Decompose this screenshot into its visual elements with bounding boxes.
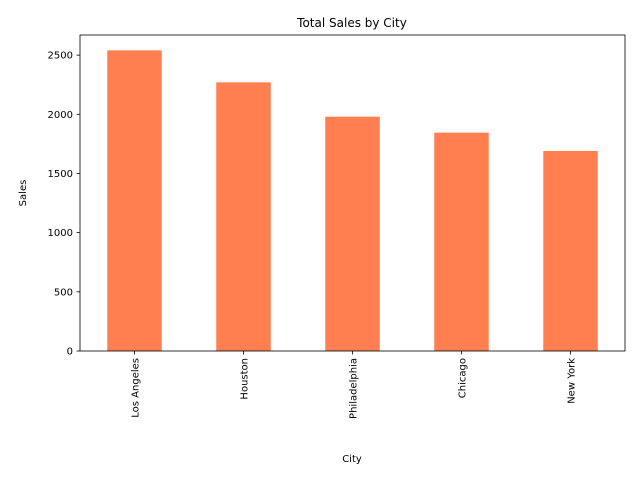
y-tick-label: 2000: [48, 110, 73, 121]
bar-philadelphia: [325, 116, 380, 351]
y-tick-label: 2500: [48, 51, 73, 62]
x-tick-label: New York: [567, 358, 578, 404]
y-tick-label: 0: [67, 347, 73, 358]
x-tick-label: Houston: [240, 358, 251, 400]
bars-group: [107, 50, 598, 351]
plot-frame: [79, 34, 626, 352]
x-axis-title: City: [342, 454, 362, 465]
y-axis-ticks: 0 500 1000 1500 2000 2500: [48, 51, 80, 358]
bar-houston: [216, 82, 271, 351]
x-tick-label: Los Angeles: [131, 358, 142, 418]
x-axis-ticks: Los Angeles Houston Philadelphia Chicago New…: [131, 351, 578, 419]
y-axis-title: Sales: [18, 180, 29, 207]
bar-new-york: [543, 150, 598, 351]
chart-title: Total Sales by City: [296, 16, 407, 30]
bar-los-angeles: [107, 50, 162, 351]
y-tick-label: 1000: [48, 228, 73, 239]
bar-chicago: [434, 132, 489, 351]
y-tick-label: 500: [54, 287, 73, 298]
x-tick-label: Chicago: [458, 358, 469, 398]
x-tick-label: Philadelphia: [349, 358, 360, 419]
y-tick-label: 1500: [48, 169, 73, 180]
